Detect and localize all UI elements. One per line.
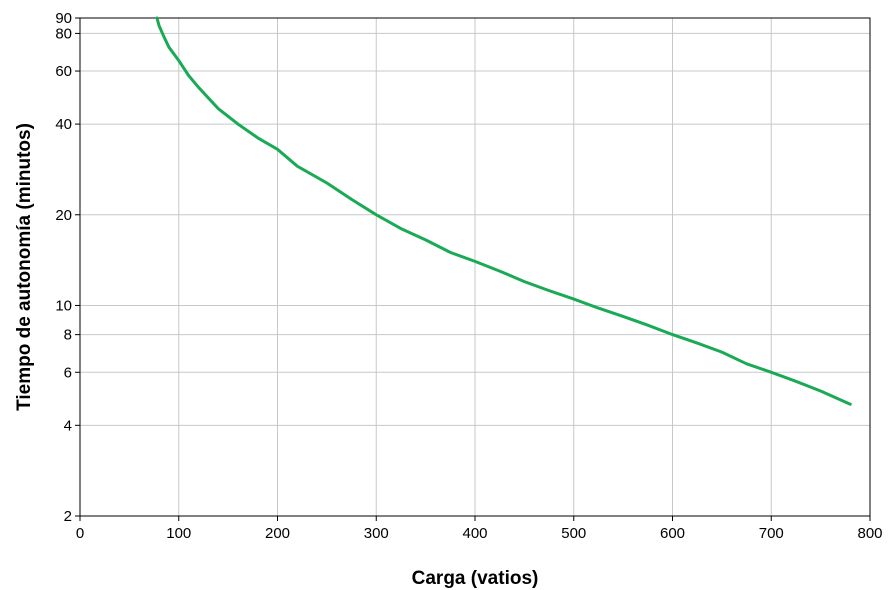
series-group — [155, 16, 852, 406]
y-tick-label: 90 — [55, 10, 72, 27]
y-tick-label: 40 — [55, 116, 72, 133]
y-tick-label: 80 — [55, 25, 72, 42]
x-tick-label: 100 — [166, 525, 191, 542]
y-tick-label: 8 — [64, 327, 72, 344]
x-axis-ticks: 0 100 200 300 400 500 600 700 800 — [76, 516, 883, 542]
y-axis-title: Tiempo de autonomía (minutos) — [14, 123, 35, 411]
x-tick-label: 0 — [76, 525, 84, 542]
y-tick-label: 20 — [55, 207, 72, 224]
y-tick-label: 6 — [64, 364, 72, 381]
y-tick-label: 60 — [55, 63, 72, 80]
x-tick-label: 300 — [364, 525, 389, 542]
x-tick-label: 200 — [265, 525, 290, 542]
y-tick-label: 2 — [64, 508, 72, 525]
gridlines — [80, 18, 870, 516]
y-tick-label: 4 — [64, 417, 72, 434]
x-axis-title: Carga (vatios) — [412, 568, 539, 589]
series-line — [155, 16, 852, 406]
x-tick-label: 800 — [857, 525, 882, 542]
x-tick-label: 700 — [759, 525, 784, 542]
y-tick-label: 10 — [55, 297, 72, 314]
x-tick-label: 500 — [561, 525, 586, 542]
x-tick-label: 400 — [462, 525, 487, 542]
x-tick-label: 600 — [660, 525, 685, 542]
